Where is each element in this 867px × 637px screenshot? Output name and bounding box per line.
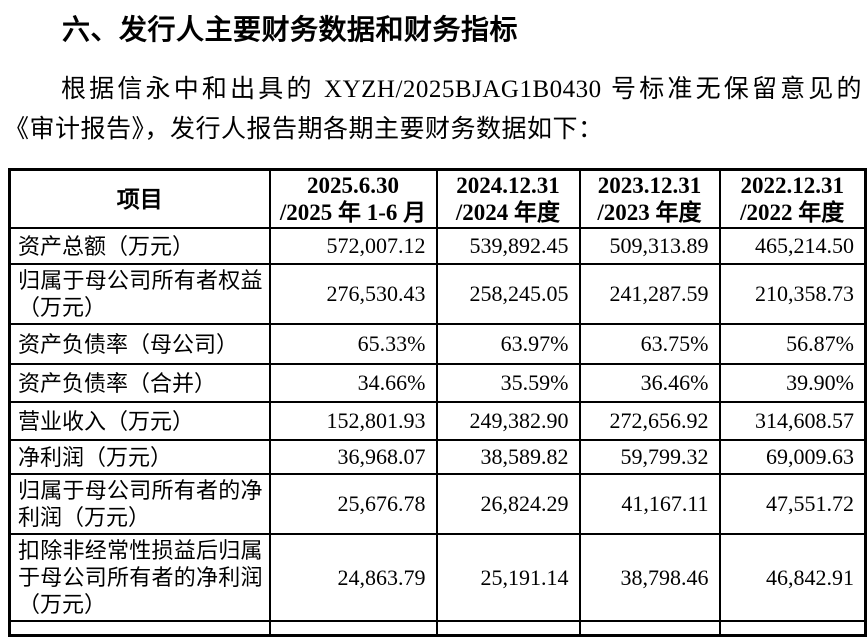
table-row-net-profit: 净利润（万元） 36,968.07 38,589.82 59,799.32 69…: [8, 439, 867, 475]
cell-value: 314,608.57: [718, 401, 867, 441]
cell-value: 39.90%: [718, 363, 867, 403]
table-header-row: 项目 2025.6.30 /2025 年 1-6 月 2024.12.31 /2…: [8, 168, 867, 229]
row-label: 资产总额（万元）: [8, 227, 271, 265]
column-header-period: /2022 年度: [740, 200, 845, 225]
cell-value: 59,799.32: [578, 439, 721, 475]
intro-paragraph: 根据信永中和出具的 XYZH/2025BJAG1B0430 号标准无保留意见的《…: [4, 76, 862, 143]
cell-value: 276,530.43: [268, 263, 438, 325]
cell-value: 36,968.07: [268, 439, 438, 475]
row-label: 净利润（万元）: [8, 439, 271, 475]
cell-value: 63.75%: [578, 323, 721, 365]
cell-value: 26,824.29: [435, 473, 581, 535]
cell-value: 47,551.72: [718, 473, 867, 535]
cell-value: 65.33%: [268, 323, 438, 365]
cell-value: 25,191.14: [435, 533, 581, 622]
cell-value: 572,007.12: [268, 227, 438, 265]
column-header-period: /2025 年 1-6 月: [279, 200, 427, 225]
row-label: 资产负债率（合并）: [8, 363, 271, 403]
cell-value: 272,656.92: [578, 401, 721, 441]
cell-value: 509,313.89: [578, 227, 721, 265]
cell-value: 152,801.93: [268, 401, 438, 441]
column-header-date: 2022.12.31: [740, 173, 845, 198]
cell-value: 210,358.73: [718, 263, 867, 325]
table-row-debt-ratio-consolidated: 资产负债率（合并） 34.66% 35.59% 36.46% 39.90%: [8, 363, 867, 403]
row-label: 归属于母公司所有者权益（万元）: [8, 263, 271, 325]
cell-value: 63.97%: [435, 323, 581, 365]
cell-value: 46,842.91: [718, 533, 867, 622]
cell-value: 539,892.45: [435, 227, 581, 265]
cell-value: 249,382.90: [435, 401, 581, 441]
cell-value: 38,589.82: [435, 439, 581, 475]
table-row-total-assets: 资产总额（万元） 572,007.12 539,892.45 509,313.8…: [8, 227, 867, 265]
column-header-period: /2024 年度: [455, 200, 561, 225]
table-row-net-profit-deducted: 扣除非经常性损益后归属于母公司所有者的净利润（万元） 24,863.79 25,…: [8, 533, 867, 622]
row-label: 资产负债率（母公司）: [8, 323, 271, 365]
column-header-2022: 2022.12.31 /2022 年度: [718, 168, 867, 229]
financial-data-table: 项目 2025.6.30 /2025 年 1-6 月 2024.12.31 /2…: [8, 168, 867, 637]
section-heading: 六、发行人主要财务数据和财务指标: [62, 14, 519, 45]
cell-value: 69,009.63: [718, 439, 867, 475]
table-row-debt-ratio-parent: 资产负债率（母公司） 65.33% 63.97% 63.75% 56.87%: [8, 323, 867, 365]
cell-value: 34.66%: [268, 363, 438, 403]
document-page: { "page": { "heading": "六、发行人主要财务数据和财务指标…: [4, 14, 867, 637]
column-header-2025-h1: 2025.6.30 /2025 年 1-6 月: [268, 168, 438, 229]
row-label: 营业收入（万元）: [8, 401, 271, 441]
cell-value: 56.87%: [718, 323, 867, 365]
column-header-date: 2025.6.30: [307, 173, 399, 198]
table-row-operating-revenue: 营业收入（万元） 152,801.93 249,382.90 272,656.9…: [8, 401, 867, 441]
table-row-net-profit-parent: 归属于母公司所有者的净利润（万元） 25,676.78 26,824.29 41…: [8, 473, 867, 535]
cell-value: 35.59%: [435, 363, 581, 403]
cell-value: 38,798.46: [578, 533, 721, 622]
table-row-parent-equity: 归属于母公司所有者权益（万元） 276,530.43 258,245.05 24…: [8, 263, 867, 325]
cell-value: 24,863.79: [268, 533, 438, 622]
cell-value: 36.46%: [578, 363, 721, 403]
cell-value: 241,287.59: [578, 263, 721, 325]
column-header-2023: 2023.12.31 /2023 年度: [578, 168, 721, 229]
column-header-date: 2024.12.31: [456, 173, 560, 198]
cell-value: 25,676.78: [268, 473, 438, 535]
column-header-2024: 2024.12.31 /2024 年度: [435, 168, 581, 229]
cell-value: 465,214.50: [718, 227, 867, 265]
row-label: 扣除非经常性损益后归属于母公司所有者的净利润（万元）: [8, 533, 271, 622]
table-row-clipped: [8, 620, 867, 636]
column-header-item: 项目: [8, 168, 271, 229]
row-label: 归属于母公司所有者的净利润（万元）: [8, 473, 271, 535]
cell-value: 258,245.05: [435, 263, 581, 325]
column-header-period: /2023 年度: [597, 200, 702, 225]
cell-value: 41,167.11: [578, 473, 721, 535]
column-header-date: 2023.12.31: [597, 173, 702, 198]
